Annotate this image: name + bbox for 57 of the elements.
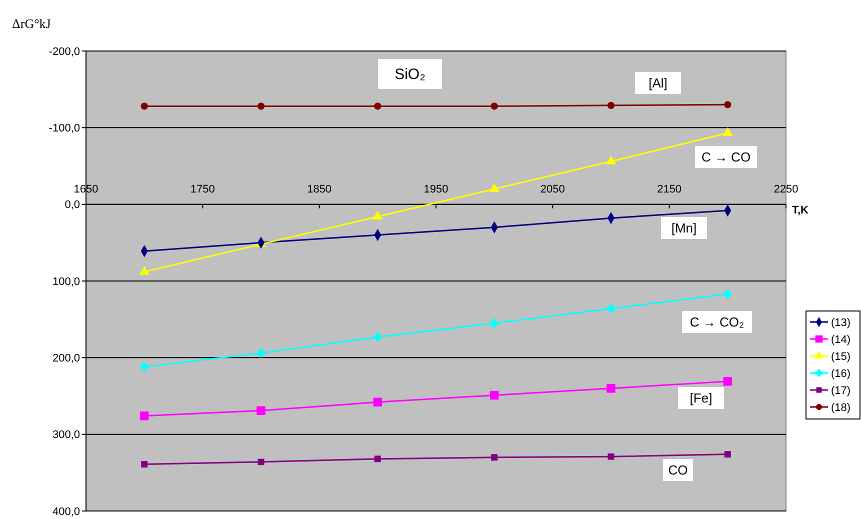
legend-label: (14) [831,334,851,346]
annotation: [Fe] [690,390,712,406]
point [257,102,265,110]
legend-label: (17) [831,384,851,397]
y-tick-label: 100,0 [52,276,80,288]
point [724,451,731,458]
point [490,318,499,328]
point [491,454,498,461]
x-tick-label: 2050 [540,183,565,196]
annotation: [Mn] [671,220,697,236]
legend-label: (18) [831,402,851,414]
point [724,101,732,108]
y-tick-label: 300,0 [52,429,80,442]
point [490,390,499,400]
y-axis-title: ΔrG°kJ [12,16,51,31]
point [490,184,499,192]
point [723,377,732,386]
y-tick-label: -100,0 [48,122,80,135]
point [256,348,266,358]
point [373,211,382,220]
point [606,384,616,393]
point [608,453,614,460]
point [606,304,616,313]
y-tick-label: 0,0 [64,199,80,212]
point [490,102,498,110]
x-axis-title: T,K [792,204,809,216]
x-tick-label: 2250 [774,183,798,196]
y-tick-label: -200,0 [48,46,80,58]
point [140,412,149,420]
y-tick-label: 400,0 [52,506,80,518]
x-tick-label: 1850 [307,183,332,196]
legend-label: (13) [831,316,851,329]
point [373,398,382,407]
point [256,406,266,415]
y-tick-label: 200,0 [52,352,80,365]
legend-label: (15) [831,350,851,363]
point [606,156,616,164]
annotation: C → CO [701,150,751,165]
point [141,460,148,468]
point [723,128,732,136]
legend-label: (16) [831,368,851,380]
x-tick-label: 2150 [657,183,682,196]
annotation: CO [668,462,688,478]
point [607,102,615,110]
annotation: C → CO₂ [690,314,744,330]
x-tick-label: 1950 [424,183,448,196]
point [723,290,732,298]
point [374,456,381,462]
point [258,458,264,466]
text: SiO₂ [394,66,426,83]
x-tick-label: 1750 [190,183,215,196]
point [140,266,149,275]
point [140,362,149,372]
point [374,102,382,110]
point [140,102,148,110]
point [373,332,382,342]
annotation: [Al] [648,76,668,91]
